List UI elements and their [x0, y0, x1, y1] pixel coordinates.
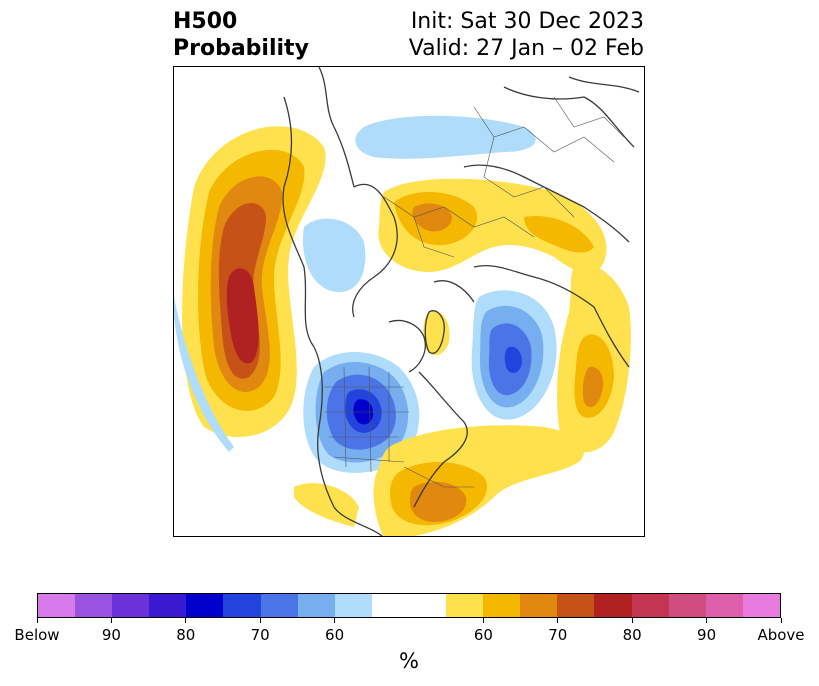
- colorbar-tick-label: 80: [622, 626, 642, 644]
- colorbar-segment: [483, 594, 521, 617]
- colorbar-segment: [75, 594, 113, 617]
- colorbar-tick-label: Below: [14, 626, 60, 644]
- political-borders: [324, 96, 625, 488]
- colorbar-tick-label: 60: [325, 626, 345, 644]
- colorbar-segment: [594, 594, 632, 617]
- colorbar-tick-label: Above: [757, 626, 805, 644]
- colorbar-tick-mark: [631, 618, 633, 623]
- colorbar-segment: [112, 594, 150, 617]
- valid-date-range: Valid: 27 Jan – 02 Feb: [408, 36, 644, 61]
- colorbar-unit-label: %: [399, 649, 419, 673]
- colorbar: [37, 593, 781, 618]
- colorbar-tick-mark: [557, 618, 559, 623]
- colorbar-segment: [149, 594, 187, 617]
- colorbar-segment: [186, 594, 224, 617]
- chart-title: H500 Probability: [173, 8, 309, 62]
- colorbar-tick-mark: [780, 618, 782, 623]
- colorbar-segment: [631, 594, 669, 617]
- colorbar-segment: [557, 594, 595, 617]
- colorbar-tick-label: 90: [697, 626, 717, 644]
- init-date: Init: Sat 30 Dec 2023: [410, 9, 644, 34]
- colorbar-tick-mark: [482, 618, 484, 623]
- pacific-ridge-anomaly: [174, 126, 326, 452]
- colorbar-tick-label: 90: [101, 626, 121, 644]
- colorbar-segment: [668, 594, 706, 617]
- greenland-trough-anomaly: [423, 290, 557, 420]
- colorbar-segment: [371, 594, 409, 617]
- colorbar-segment: [742, 594, 780, 617]
- colorbar-tick-mark: [185, 618, 187, 623]
- colorbar-tick-label: 60: [473, 626, 493, 644]
- colorbar-segment: [223, 594, 261, 617]
- colorbar-tick-mark: [706, 618, 708, 623]
- colorbar-tick-mark: [110, 618, 112, 623]
- probability-map: [173, 66, 645, 537]
- colorbar-segment: [260, 594, 298, 617]
- eurasia-ridge-anomaly: [378, 178, 631, 453]
- colorbar-tick-mark: [259, 618, 261, 623]
- title-line-2: Probability: [173, 36, 309, 61]
- siberia-trough-anomaly: [303, 115, 536, 292]
- colorbar-segment: [38, 594, 76, 617]
- coastlines: [282, 67, 640, 536]
- colorbar-segment: [520, 594, 558, 617]
- colorbar-tick-mark: [36, 618, 38, 623]
- colorbar-segment: [705, 594, 743, 617]
- colorbar-segment: [297, 594, 335, 617]
- colorbar-segment: [334, 594, 372, 617]
- colorbar-tick-mark: [334, 618, 336, 623]
- colorbar-tick-label: 70: [250, 626, 270, 644]
- colorbar-tick-label: 80: [176, 626, 196, 644]
- map-canvas: [174, 67, 644, 536]
- title-line-1: H500: [173, 9, 238, 34]
- colorbar-segment: [408, 594, 447, 617]
- colorbar-segment: [446, 594, 484, 617]
- colorbar-tick-label: 70: [548, 626, 568, 644]
- forecast-dates: Init: Sat 30 Dec 2023 Valid: 27 Jan – 02…: [409, 8, 644, 62]
